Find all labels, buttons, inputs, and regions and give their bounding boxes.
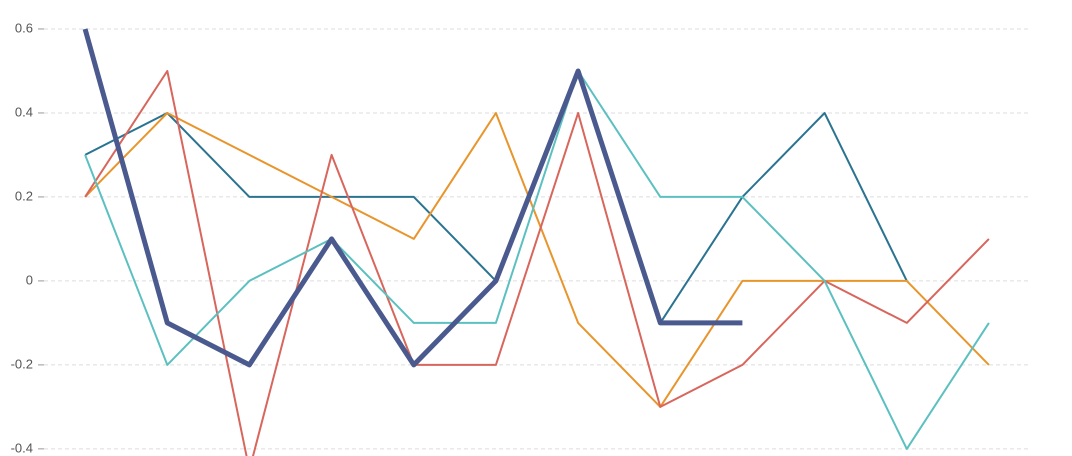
- y-tick-label: 0.6: [15, 20, 33, 35]
- series-line: [84, 70, 990, 456]
- series-line: [84, 112, 990, 408]
- series-line: [84, 70, 990, 450]
- y-tick-label: -0.2: [11, 356, 33, 371]
- y-tick-label: 0.2: [15, 188, 33, 203]
- y-tick-label: 0: [26, 272, 33, 287]
- y-tick-label: 0.4: [15, 104, 33, 119]
- series-line: [82, 28, 743, 368]
- y-tick-label: -0.4: [11, 440, 33, 455]
